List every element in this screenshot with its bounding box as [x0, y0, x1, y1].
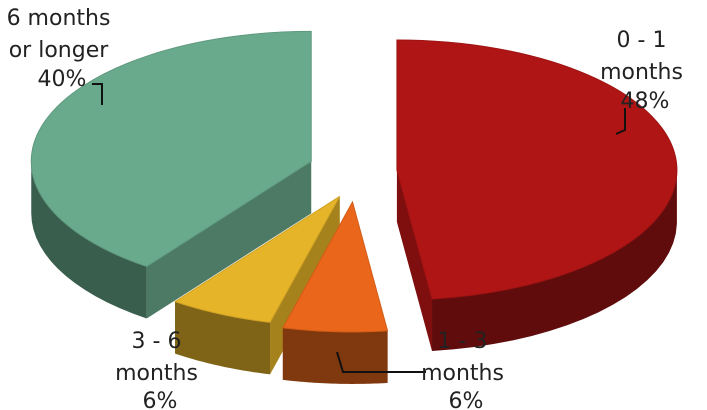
pie-slice-0: [396, 39, 678, 351]
pie-slice-2-top: [173, 196, 341, 323]
pie-slice-3-rim: [31, 161, 147, 319]
label-0-1-months: 0 - 1 months 48%: [600, 28, 690, 114]
pie-slice-2-rim: [175, 301, 271, 375]
leader-line-0-1-months: [615, 108, 626, 135]
label-6-months-or-longer: 6 months or longer 40%: [7, 6, 118, 92]
pie-slice-0-wall-1: [396, 170, 433, 351]
label-3-6-months: 3 - 6 months 6%: [115, 329, 205, 410]
pie-slice-0-top: [396, 39, 678, 300]
leader-line-1-3-months: [336, 351, 426, 373]
pie-slices: [30, 30, 678, 384]
label-1-3-months: 1 - 3 months 6%: [421, 329, 511, 410]
pie-slice-1: [282, 200, 389, 384]
pie-slice-1-rim: [282, 327, 388, 384]
leader-line-6-months-or-longer: [92, 83, 103, 105]
pie-slice-1-top: [282, 200, 389, 333]
pie-slice-3-wall-0: [146, 161, 312, 319]
pie-slice-0-rim: [432, 171, 677, 351]
